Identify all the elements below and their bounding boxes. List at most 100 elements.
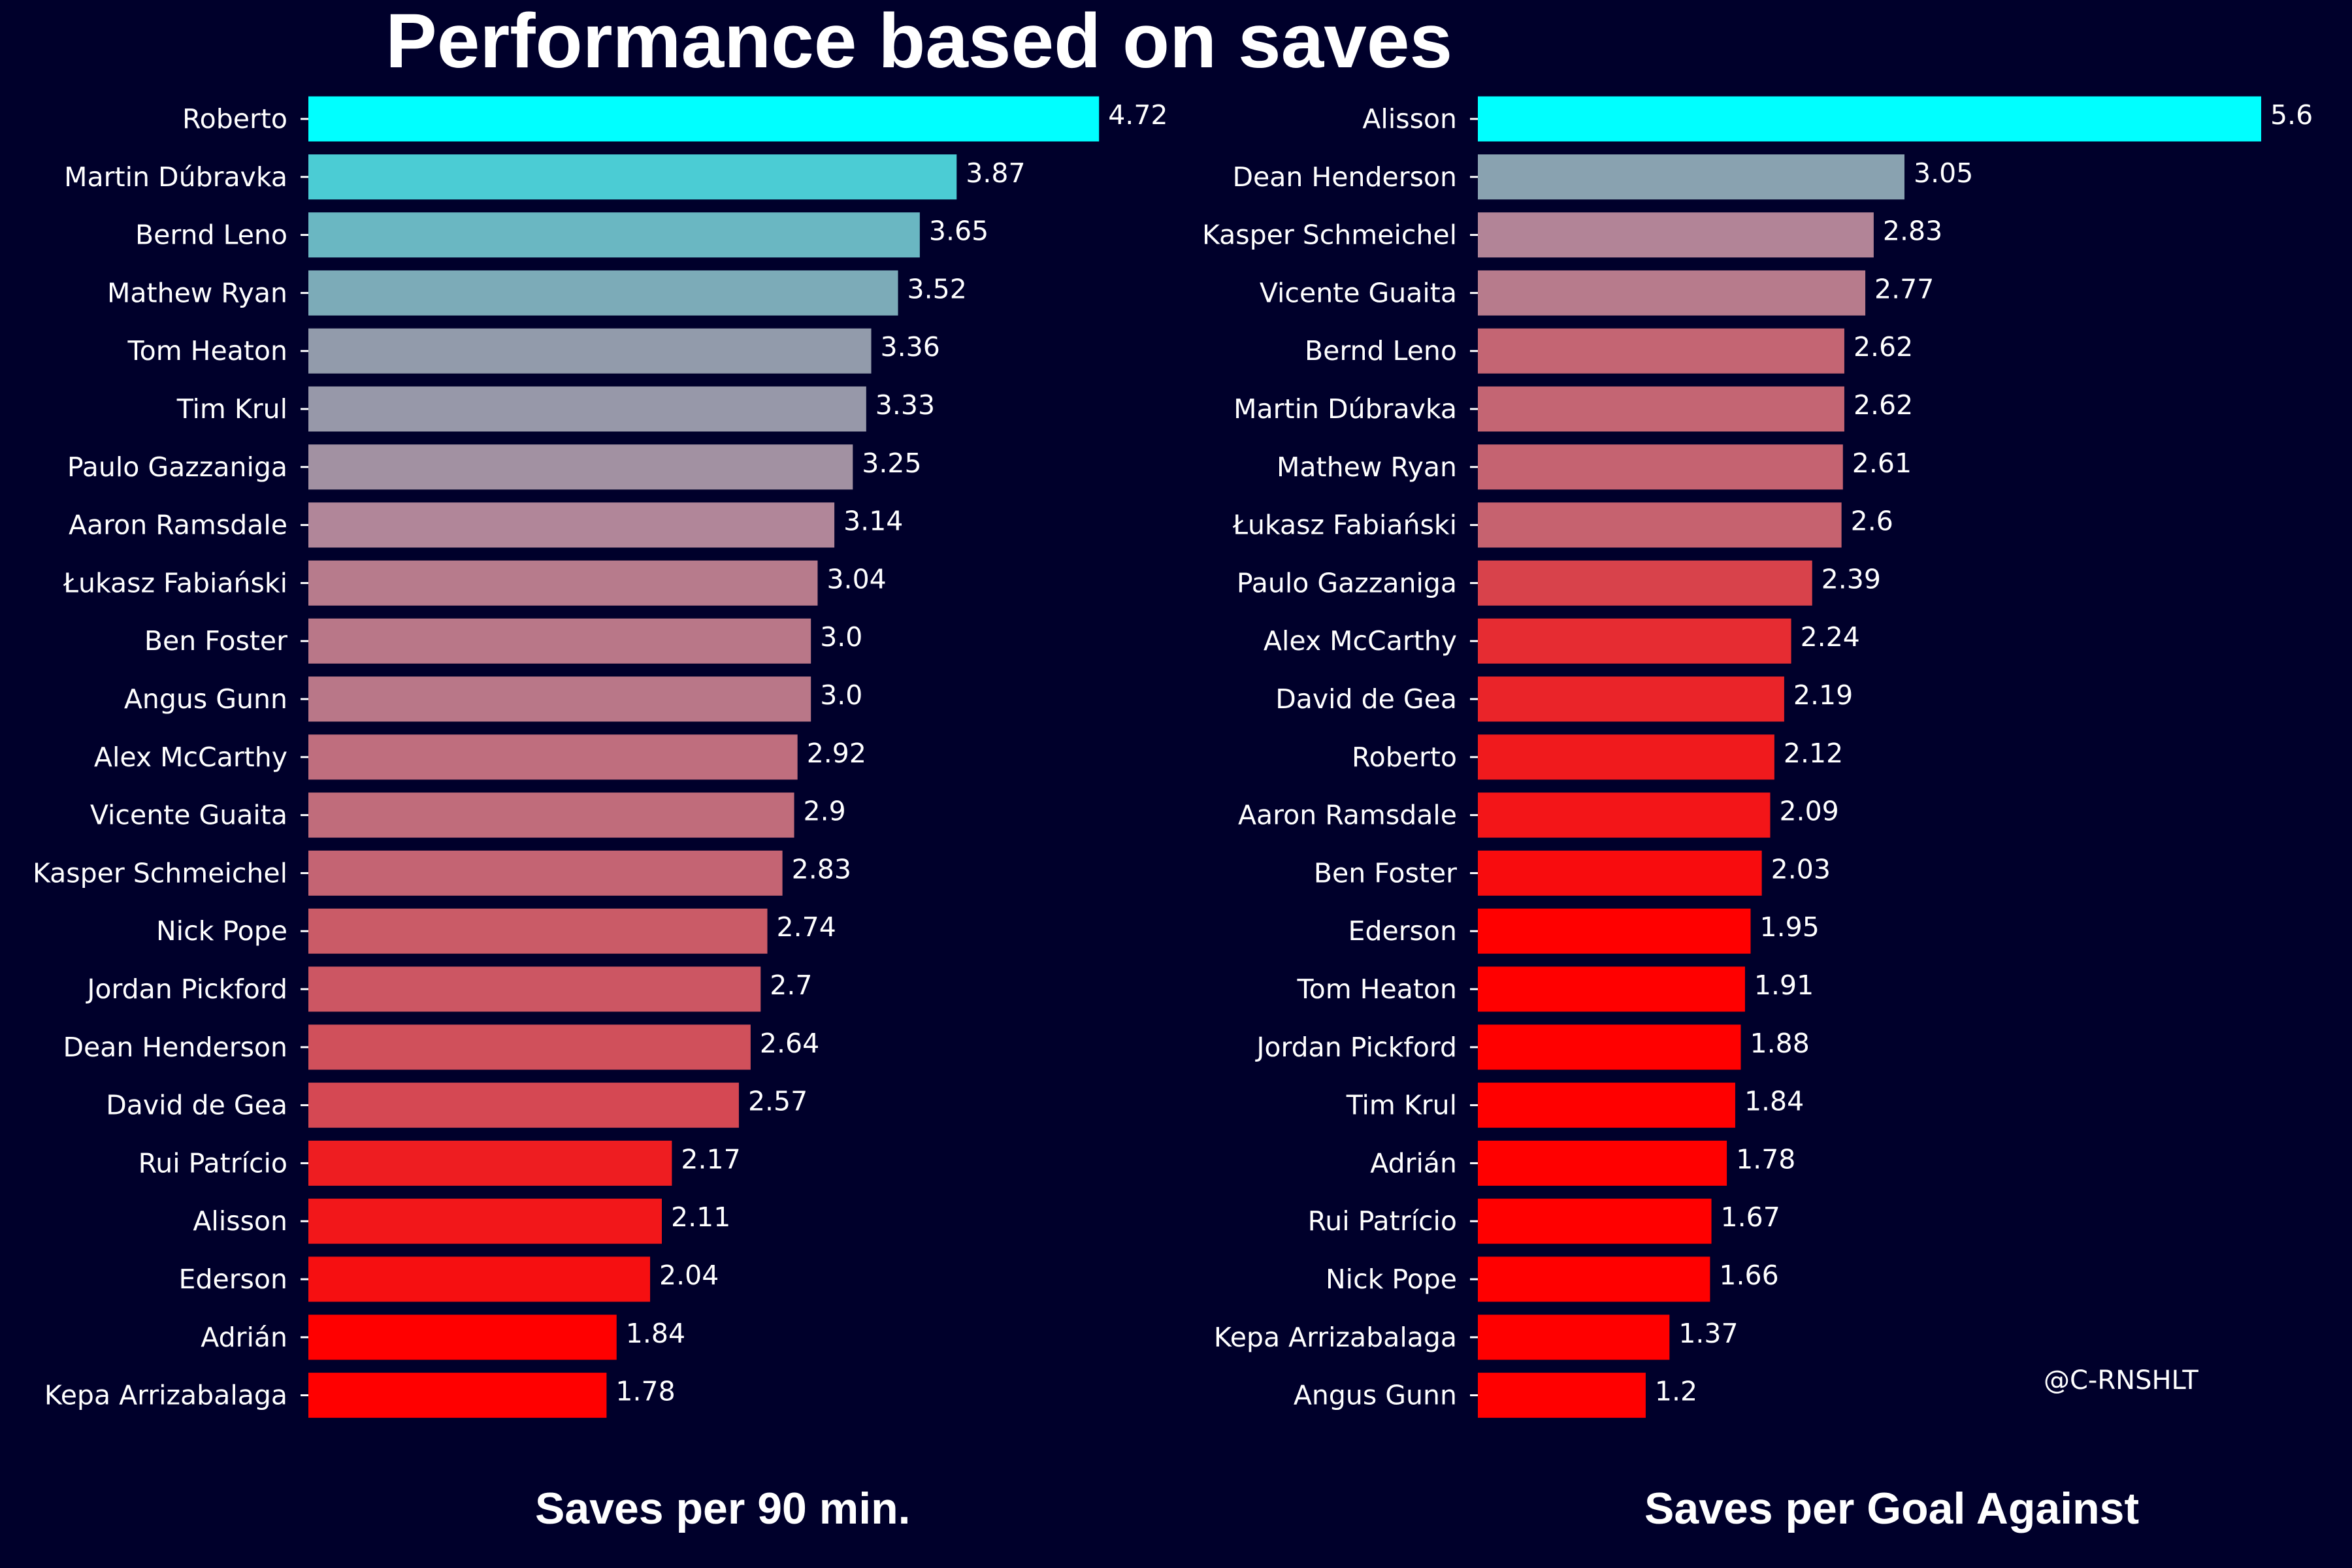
right-bar-chart: Alisson 5.6 Dean Henderson 3.05 Kasper Schme…	[1202, 96, 2313, 1418]
left-value-label-19: 2.17	[681, 1143, 740, 1175]
right-category-label-1: Alisson	[1362, 103, 1457, 135]
right-bar-10	[1478, 618, 1791, 664]
left-category-label-10: Ben Foster	[144, 625, 287, 657]
left-value-label-8: 3.14	[843, 506, 903, 537]
left-category-label-21: Ederson	[179, 1264, 287, 1295]
right-value-label-8: 2.6	[1851, 506, 1893, 537]
left-category-label-19: Rui Patrício	[139, 1147, 287, 1179]
left-bar-12	[308, 734, 798, 780]
right-category-label-18: Tim Krul	[1346, 1090, 1457, 1121]
left-value-label-7: 3.25	[862, 448, 921, 479]
right-bar-11	[1478, 676, 1784, 722]
left-value-label-12: 2.92	[807, 738, 866, 769]
right-bar-20	[1478, 1198, 1712, 1244]
left-value-label-3: 3.65	[929, 216, 988, 247]
right-value-label-16: 1.91	[1754, 970, 1814, 1001]
left-bar-18	[308, 1083, 739, 1128]
right-bar-12	[1478, 734, 1774, 780]
right-value-label-17: 1.88	[1750, 1028, 1810, 1059]
left-category-label-7: Paulo Gazzaniga	[67, 451, 287, 483]
left-bar-13	[308, 792, 794, 838]
left-category-label-2: Martin Dúbravka	[64, 161, 287, 193]
right-bar-23	[1478, 1373, 1646, 1418]
right-value-label-13: 2.09	[1779, 796, 1838, 827]
right-category-label-7: Mathew Ryan	[1277, 451, 1457, 483]
right-value-label-11: 2.19	[1793, 679, 1853, 711]
right-value-label-4: 2.77	[1874, 273, 1934, 304]
left-value-label-23: 1.78	[615, 1376, 675, 1407]
left-category-label-8: Aaron Ramsdale	[69, 510, 287, 541]
right-bar-17	[1478, 1024, 1741, 1070]
left-category-label-14: Kasper Schmeichel	[33, 857, 287, 889]
left-bar-21	[308, 1256, 651, 1302]
right-category-label-5: Bernd Leno	[1305, 335, 1457, 367]
left-bar-14	[308, 850, 783, 896]
left-bar-2	[308, 154, 957, 200]
left-category-label-11: Angus Gunn	[124, 683, 287, 715]
left-category-label-4: Mathew Ryan	[107, 277, 287, 308]
left-value-label-6: 3.33	[875, 389, 935, 421]
left-value-label-18: 2.57	[748, 1086, 808, 1117]
left-category-label-15: Nick Pope	[156, 915, 287, 947]
left-category-label-16: Jordan Pickford	[85, 973, 287, 1005]
right-bar-18	[1478, 1083, 1735, 1128]
left-category-label-20: Alisson	[193, 1205, 287, 1237]
left-value-label-10: 3.0	[820, 621, 862, 653]
right-value-label-22: 1.37	[1678, 1318, 1738, 1349]
right-category-label-14: Ben Foster	[1314, 857, 1457, 889]
right-value-label-18: 1.84	[1744, 1086, 1804, 1117]
left-bar-22	[308, 1315, 617, 1360]
right-category-label-19: Adrián	[1370, 1147, 1457, 1179]
left-category-label-9: Łukasz Fabiański	[63, 567, 287, 598]
right-bar-6	[1478, 386, 1844, 432]
right-bar-16	[1478, 966, 1745, 1012]
left-bar-6	[308, 386, 866, 432]
watermark: @C-RNSHLT	[2044, 1365, 2198, 1396]
left-category-label-23: Kepa Arrizabalaga	[44, 1380, 287, 1411]
left-value-label-15: 2.74	[777, 911, 836, 943]
right-value-label-6: 2.62	[1854, 389, 1913, 421]
left-value-label-13: 2.9	[804, 796, 846, 827]
left-category-label-1: Roberto	[182, 103, 287, 135]
right-category-label-15: Ederson	[1348, 915, 1457, 947]
right-bar-22	[1478, 1315, 1670, 1360]
left-category-label-3: Bernd Leno	[135, 220, 287, 251]
left-bar-7	[308, 444, 853, 490]
left-category-label-13: Vicente Guaita	[90, 800, 287, 831]
left-category-label-6: Tim Krul	[176, 393, 287, 425]
left-bar-chart: Roberto 4.72 Martin Dúbravka 3.87 Bernd Leno…	[33, 96, 1168, 1418]
right-category-label-12: Roberto	[1352, 742, 1457, 773]
right-value-label-12: 2.12	[1784, 738, 1843, 769]
right-category-label-8: Łukasz Fabiański	[1232, 510, 1457, 541]
left-value-label-11: 3.0	[820, 679, 862, 711]
right-value-label-23: 1.2	[1655, 1376, 1697, 1407]
right-bar-7	[1478, 444, 1843, 490]
left-bar-3	[308, 212, 920, 258]
right-value-label-15: 1.95	[1759, 911, 1819, 943]
left-bar-5	[308, 328, 872, 374]
right-bar-5	[1478, 328, 1844, 374]
left-bar-15	[308, 908, 768, 954]
right-category-label-4: Vicente Guaita	[1260, 277, 1457, 308]
left-bar-20	[308, 1198, 662, 1244]
right-bar-4	[1478, 270, 1866, 316]
right-category-label-6: Martin Dúbravka	[1233, 393, 1457, 425]
left-value-label-14: 2.83	[792, 853, 851, 885]
left-bar-8	[308, 502, 835, 548]
right-category-label-10: Alex McCarthy	[1264, 625, 1457, 657]
left-category-label-18: David de Gea	[106, 1090, 287, 1121]
left-value-label-9: 3.04	[826, 563, 886, 595]
right-category-label-2: Dean Henderson	[1232, 161, 1457, 193]
right-value-label-20: 1.67	[1721, 1201, 1780, 1233]
right-category-label-13: Aaron Ramsdale	[1238, 800, 1457, 831]
right-value-label-7: 2.61	[1852, 448, 1912, 479]
right-bar-8	[1478, 502, 1842, 548]
left-value-label-16: 2.7	[770, 970, 812, 1001]
right-value-label-10: 2.24	[1801, 621, 1860, 653]
right-value-label-19: 1.78	[1736, 1143, 1795, 1175]
right-value-label-21: 1.66	[1719, 1260, 1778, 1291]
left-bar-9	[308, 560, 818, 606]
left-value-label-2: 3.87	[966, 157, 1025, 189]
right-category-label-9: Paulo Gazzaniga	[1237, 567, 1457, 598]
